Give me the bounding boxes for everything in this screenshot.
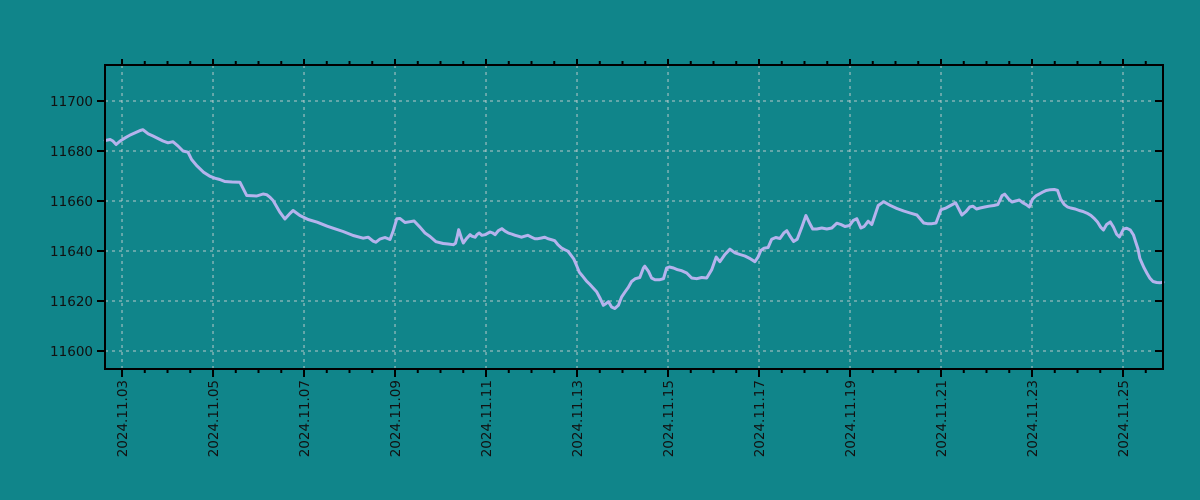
x-tick-label: 2024.11.09	[388, 380, 404, 457]
y-tick-label: 11640	[50, 244, 93, 260]
y-tick-label: 11680	[50, 144, 93, 160]
x-tick-label: 2024.11.05	[206, 380, 222, 457]
y-tick-label: 11660	[50, 194, 93, 210]
x-tick-label: 2024.11.15	[661, 380, 677, 457]
x-tick-label: 2024.11.11	[479, 380, 495, 457]
x-tick-label: 2024.11.03	[115, 380, 131, 457]
x-tick-label: 2024.11.21	[934, 380, 950, 457]
x-tick-label: 2024.11.23	[1025, 380, 1041, 457]
y-tick-label: 11620	[50, 294, 93, 310]
y-tick-label: 11600	[50, 344, 93, 360]
x-tick-label: 2024.11.19	[843, 380, 859, 457]
instances-series-line	[103, 128, 1165, 310]
x-tick-label: 2024.11.13	[570, 380, 586, 457]
x-tick-label: 2024.11.25	[1116, 380, 1132, 457]
plot-border	[104, 64, 1164, 370]
x-tick-label: 2024.11.17	[752, 380, 768, 457]
y-tick-label: 11700	[50, 94, 93, 110]
x-tick-label: 2024.11.07	[297, 380, 313, 457]
